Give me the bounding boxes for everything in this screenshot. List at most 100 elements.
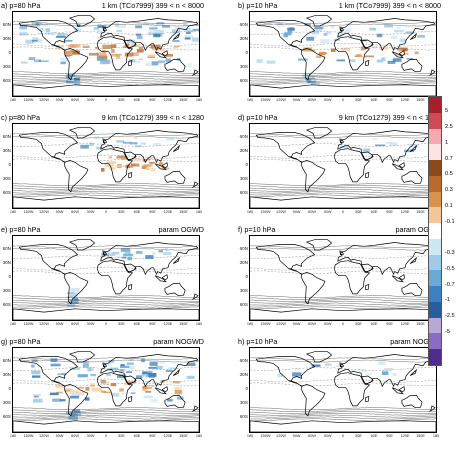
contour-lines xyxy=(250,21,436,86)
lon-tick-label: 60W xyxy=(308,434,316,438)
colorbar-segment xyxy=(429,128,441,145)
coastline xyxy=(301,160,326,193)
coastline xyxy=(333,36,371,71)
coastline xyxy=(337,354,436,388)
anomaly-cell xyxy=(149,27,158,30)
contour-solid xyxy=(250,135,436,139)
contour-solid xyxy=(250,409,436,412)
contour-solid xyxy=(13,187,199,190)
anomaly-cell xyxy=(277,373,283,378)
coastline xyxy=(100,242,199,276)
contour-solid xyxy=(250,188,436,192)
contour-solid xyxy=(250,82,436,86)
anomaly-cell xyxy=(69,395,80,399)
anomaly-cell xyxy=(340,47,351,51)
anomaly-cell xyxy=(116,29,122,33)
lon-tick-label: 120E xyxy=(400,98,410,102)
anomaly-cell xyxy=(185,31,191,34)
anomaly-cell xyxy=(277,25,286,27)
colorbar-segment xyxy=(429,286,441,303)
colorbar-segment xyxy=(429,317,441,334)
colorbar-segment xyxy=(429,333,441,350)
lat-tick-label: 60N xyxy=(239,134,248,139)
coastline xyxy=(100,130,199,164)
coastline xyxy=(360,39,374,49)
anomaly-cell xyxy=(129,358,134,361)
anomaly-cell xyxy=(284,32,292,36)
anomaly-cell xyxy=(417,35,425,38)
lon-tick-label: 30W xyxy=(323,210,332,214)
anomaly-cell xyxy=(59,399,66,402)
anomaly-cell xyxy=(96,52,107,56)
anomaly-cell xyxy=(158,250,163,253)
contour-dashed xyxy=(13,46,199,51)
coastline xyxy=(100,18,199,52)
panel-label: d) p=10 hPa xyxy=(238,113,278,122)
anomaly-cell xyxy=(88,52,99,56)
lon-tick-label: 120W xyxy=(276,210,286,214)
anomaly-cell xyxy=(95,136,100,140)
anomaly-cell xyxy=(399,38,407,43)
anomaly-cell xyxy=(32,375,41,378)
coastline xyxy=(64,48,89,81)
lon-tick-label: 120W xyxy=(39,210,49,214)
coastline xyxy=(96,260,134,295)
contour-dashed xyxy=(250,143,436,147)
contour-solid xyxy=(250,306,436,310)
anomaly-cell xyxy=(298,58,308,61)
panel-label: c) p=80 hPa xyxy=(1,113,40,122)
lon-tick-label: 150W xyxy=(23,434,34,438)
anomaly-cell xyxy=(320,39,330,43)
coastline xyxy=(401,58,423,73)
anomaly-cell xyxy=(106,161,117,164)
anomaly-cell xyxy=(33,395,39,398)
anomaly-cell xyxy=(384,368,393,371)
anomaly-cell xyxy=(131,157,142,162)
contour-lines xyxy=(13,21,199,86)
lon-tick-label: 150E xyxy=(179,210,188,214)
anomaly-cell xyxy=(141,374,148,379)
lon-tick-label: 90W xyxy=(55,434,64,438)
anomaly-cell xyxy=(111,48,115,53)
contour-solid xyxy=(13,295,199,299)
anomaly-cell xyxy=(367,373,372,376)
lat-tick-label: 60N xyxy=(2,246,11,251)
anomaly-cell xyxy=(360,46,366,51)
contour-solid xyxy=(13,78,199,82)
coastline xyxy=(102,26,108,32)
anomaly-cell xyxy=(69,50,80,55)
anomaly-cell xyxy=(151,61,159,66)
anomaly-cell xyxy=(69,299,79,302)
anomaly-cell xyxy=(135,25,142,29)
lon-tick-label: 30E xyxy=(355,210,362,214)
anomaly-cell xyxy=(149,24,158,28)
coastline xyxy=(128,396,133,403)
colorbar-tick-label: -0.7 xyxy=(445,281,455,288)
lon-tick-label: 180 xyxy=(9,434,17,438)
anomaly-cell xyxy=(50,363,61,367)
anomaly-cell xyxy=(82,45,91,48)
anomaly-cell xyxy=(101,390,106,393)
anomaly-cell xyxy=(155,365,163,370)
coastline xyxy=(192,293,199,300)
anomaly-cell xyxy=(138,58,144,61)
anomaly-cell xyxy=(102,44,112,49)
contour-dashed xyxy=(13,255,199,259)
anomaly-cell xyxy=(316,55,322,58)
coastline xyxy=(161,274,168,281)
anomaly-cell xyxy=(97,25,107,28)
anomaly-cell xyxy=(350,59,356,63)
lon-tick-label: 180 xyxy=(9,98,17,102)
lon-tick-label: 60E xyxy=(370,98,378,102)
anomaly-cell xyxy=(141,142,146,145)
coastline xyxy=(172,144,181,152)
anomaly-cell xyxy=(109,166,116,170)
anomaly-cell xyxy=(25,39,35,44)
contour-dashed xyxy=(13,143,199,147)
anomaly-cell xyxy=(78,387,85,389)
anomaly-cell xyxy=(73,409,80,413)
contour-dashed xyxy=(13,270,199,275)
anomaly-cell xyxy=(73,297,79,301)
coastline xyxy=(333,372,371,407)
anomaly-cell xyxy=(64,39,73,42)
